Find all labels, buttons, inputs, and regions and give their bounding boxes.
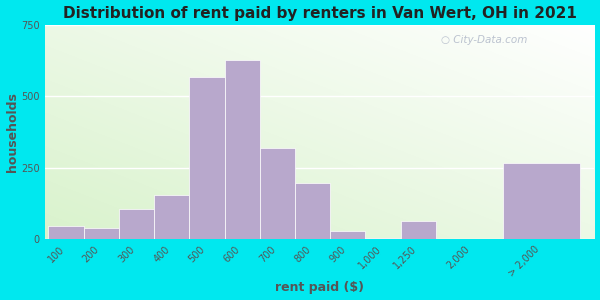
Bar (295, 183, 330, 239)
Bar (119, 209, 154, 239)
Bar (260, 148, 295, 239)
Bar (154, 195, 189, 239)
Bar (49, 226, 83, 239)
Bar (401, 220, 436, 239)
Bar (224, 60, 260, 239)
Title: Distribution of rent paid by renters in Van Wert, OH in 2021: Distribution of rent paid by renters in … (62, 6, 577, 21)
Text: ○ City-Data.com: ○ City-Data.com (440, 35, 527, 45)
X-axis label: rent paid ($): rent paid ($) (275, 281, 364, 294)
Bar (189, 77, 224, 239)
Y-axis label: households: households (5, 92, 19, 172)
Bar (83, 228, 119, 239)
Bar (503, 163, 580, 239)
Bar (365, 238, 401, 239)
Bar (330, 231, 365, 239)
